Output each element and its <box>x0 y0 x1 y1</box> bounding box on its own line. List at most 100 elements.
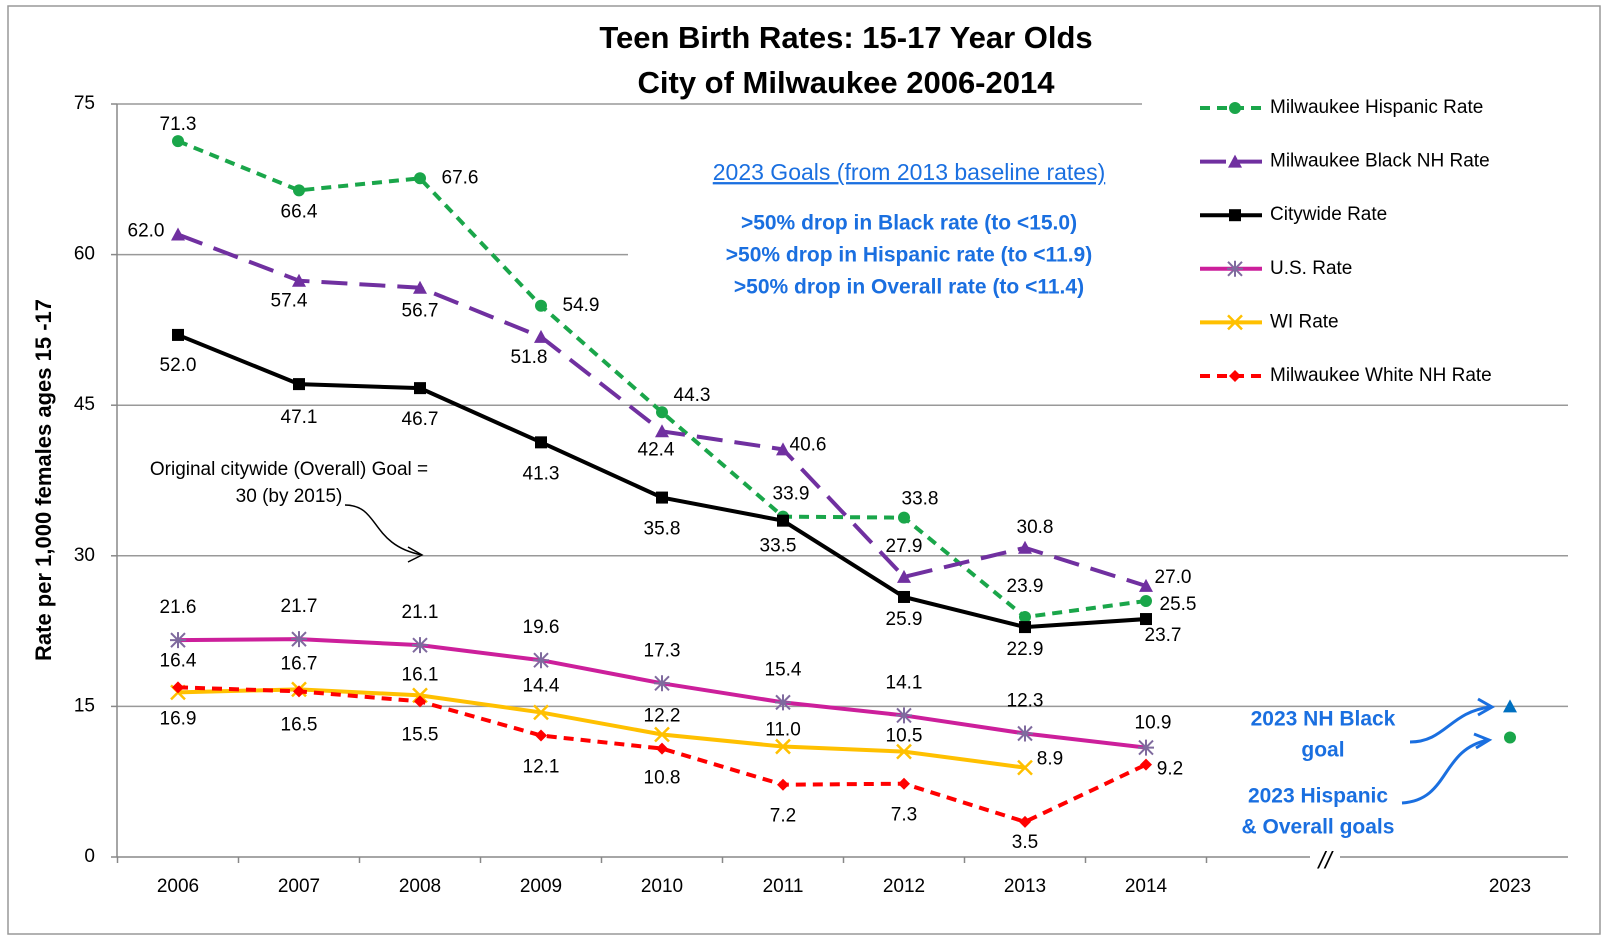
series-line <box>177 685 1147 825</box>
y-tick-label: 30 <box>74 545 95 566</box>
series: 71.3 66.4 67.6 54.9 44.3 33.9 33.8 23.9 25.5 <box>160 114 1197 624</box>
data-label: 30.8 <box>1017 517 1054 538</box>
marker <box>656 742 668 755</box>
data-label: 47.1 <box>281 407 318 428</box>
marker <box>414 172 426 185</box>
marker <box>656 406 668 419</box>
marker <box>897 569 911 583</box>
marker <box>292 273 306 287</box>
data-label: 17.3 <box>644 640 681 661</box>
marker <box>412 687 428 704</box>
series: 16.9 16.5 15.5 12.1 10.8 7.2 7.3 3.5 9.2 <box>160 681 1183 853</box>
series-line <box>177 139 1147 620</box>
note: 30 (by 2015) <box>236 486 343 507</box>
marker <box>535 299 547 312</box>
marker <box>534 329 548 343</box>
marker <box>172 328 184 341</box>
goal-arrow <box>1401 738 1489 805</box>
y-tick-label: 45 <box>74 394 95 415</box>
data-label: 16.4 <box>160 650 197 671</box>
legend-label: Milwaukee Black NH Rate <box>1270 151 1490 172</box>
y-tick-label: 15 <box>74 695 95 716</box>
goals-line: >50% drop in Overall rate (to <11.4) <box>734 276 1084 299</box>
marker <box>293 184 305 197</box>
note: Original citywide (Overall) Goal = <box>150 459 428 480</box>
data-label: 7.2 <box>770 806 796 827</box>
data-label: 8.9 <box>1037 749 1063 770</box>
marker <box>293 378 305 391</box>
data-label: 14.4 <box>523 675 560 696</box>
marker <box>1503 699 1517 713</box>
marker <box>533 704 549 721</box>
marker <box>777 778 789 791</box>
legend-label: WI Rate <box>1270 311 1339 332</box>
x-tick-label: 2008 <box>399 876 441 897</box>
data-label: 15.5 <box>402 724 439 745</box>
marker <box>896 707 912 724</box>
data-label: 10.5 <box>886 726 923 747</box>
series: 16.4 16.7 16.1 14.4 12.2 11.0 10.5 8.9 <box>160 650 1063 776</box>
data-label: 23.9 <box>1007 576 1044 597</box>
marker <box>654 726 670 743</box>
y-tick-label: 75 <box>74 93 95 114</box>
marker <box>535 729 547 742</box>
data-label: 14.1 <box>886 672 923 693</box>
goals-heading: 2023 Goals (from 2013 baseline rates) <box>713 159 1106 185</box>
data-label: 44.3 <box>674 385 711 406</box>
marker <box>1018 540 1032 554</box>
goals-box-bg <box>628 140 1198 310</box>
data-label: 42.4 <box>638 439 675 460</box>
marker <box>1019 611 1031 624</box>
data-label: 66.4 <box>281 201 318 222</box>
data-label: 22.9 <box>1007 639 1044 660</box>
note-arrowhead <box>407 546 424 563</box>
marker <box>1229 102 1241 114</box>
data-label: 9.2 <box>1157 759 1183 780</box>
data-label: 16.7 <box>281 653 318 674</box>
axis-break: // <box>1316 847 1334 874</box>
data-label: 33.5 <box>760 536 797 557</box>
data-label: 21.6 <box>160 597 197 618</box>
marker <box>898 590 910 603</box>
data-label: 16.9 <box>160 708 197 729</box>
marker <box>776 442 790 456</box>
data-label: 25.5 <box>1160 594 1197 615</box>
data-label: 12.3 <box>1007 691 1044 712</box>
marker <box>291 631 307 648</box>
x-tick-label: 2007 <box>278 876 320 897</box>
marker <box>898 511 910 524</box>
marker <box>533 652 549 669</box>
marker <box>777 514 789 527</box>
marker <box>1019 621 1031 634</box>
marker <box>535 436 547 449</box>
data-label: 15.4 <box>765 659 802 680</box>
data-label: 33.9 <box>773 484 810 505</box>
data-label: 21.1 <box>402 602 439 623</box>
marker <box>775 738 791 755</box>
goal-label: 2023 NH Black <box>1251 708 1396 731</box>
marker <box>1139 578 1153 592</box>
marker <box>655 424 669 438</box>
goal-arrow <box>1409 705 1491 744</box>
marker <box>1017 725 1033 742</box>
x-tick-label: 2023 <box>1489 876 1531 897</box>
series: 21.6 21.7 21.1 19.6 17.3 15.4 14.1 12.3 10.9 <box>160 596 1172 756</box>
marker <box>293 685 305 698</box>
marker <box>1228 154 1242 168</box>
chart-title: Teen Birth Rates: 15-17 Year Olds <box>599 20 1092 55</box>
legend-label: Milwaukee White NH Rate <box>1270 365 1492 386</box>
data-label: 11.0 <box>765 720 801 741</box>
data-label: 27.0 <box>1155 567 1192 588</box>
data-label: 25.9 <box>886 609 923 630</box>
chart-subtitle: City of Milwaukee 2006-2014 <box>638 65 1056 100</box>
x-tick-label: 2006 <box>157 876 199 897</box>
marker <box>1227 260 1243 277</box>
series: 62.0 57.4 56.7 51.8 42.4 40.6 27.9 30.8 27.0 <box>128 221 1192 592</box>
data-label: 56.7 <box>402 301 439 322</box>
marker <box>172 135 184 148</box>
data-label: 10.9 <box>1135 713 1172 734</box>
data-label: 41.3 <box>523 463 560 484</box>
legend-label: Milwaukee Hispanic Rate <box>1270 97 1483 118</box>
data-label: 54.9 <box>563 295 600 316</box>
x-tick-label: 2014 <box>1125 876 1168 897</box>
